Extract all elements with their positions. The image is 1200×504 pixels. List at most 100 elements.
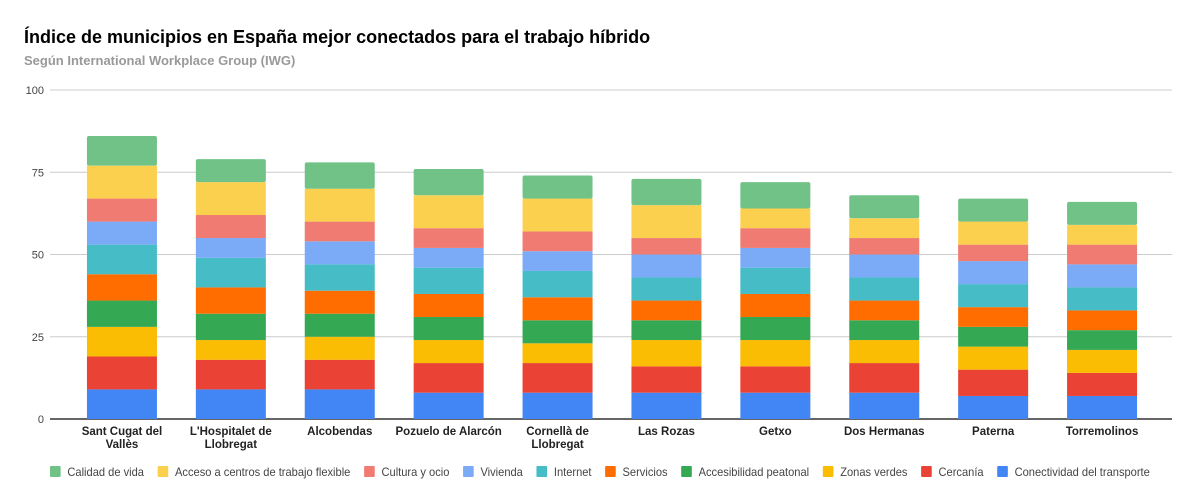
bar-segment [958, 369, 1029, 396]
chart-title: Índice de municipios en España mejor con… [24, 26, 650, 47]
bar-segment [740, 267, 811, 294]
legend-item: Conectividad del transporte [997, 466, 1150, 479]
y-tick-label: 100 [26, 85, 44, 97]
bar-segment [631, 238, 702, 255]
bar-segment [1067, 330, 1138, 350]
bar-segment [958, 221, 1029, 245]
legend-swatch [536, 466, 548, 477]
bar-segment [195, 287, 266, 314]
x-tick-label: Pozuelo de Alarcón [396, 426, 502, 438]
bar-segment [522, 175, 593, 199]
x-tick-label: Cornellà de [526, 426, 589, 438]
bar-segment [86, 356, 157, 390]
legend-swatch [364, 466, 375, 477]
bar-segment [958, 326, 1029, 347]
bar-segment [849, 392, 920, 419]
x-tick-label: Paterna [972, 426, 1015, 438]
bar-segment [522, 392, 593, 419]
bar-segment [195, 359, 266, 390]
x-tick-label: Alcobendas [307, 426, 372, 438]
y-tick-label: 25 [32, 332, 44, 344]
bar-segment [86, 389, 157, 419]
bar-segment [1067, 395, 1138, 419]
bar-segment [522, 231, 593, 252]
bar-segment [740, 366, 811, 393]
bar-segment [86, 136, 157, 166]
x-tick-label: Getxo [759, 426, 792, 438]
x-tick-label: Llobregat [205, 439, 258, 451]
bar-segment [195, 215, 266, 239]
bar-segment [1067, 349, 1138, 373]
legend-swatch [605, 466, 616, 477]
legend-label: Cultura y ocio [382, 467, 450, 479]
chart-subtitle: Según International Workplace Group (IWG… [24, 53, 295, 68]
bar-segment [522, 270, 593, 298]
bar-segment [740, 182, 811, 209]
bar-segment [522, 363, 593, 393]
legend-label: Acceso a centros de trabajo flexible [175, 467, 350, 479]
bar-stack [522, 175, 593, 419]
bar-segment [522, 320, 593, 344]
legend-swatch [997, 466, 1008, 477]
y-tick-label: 75 [32, 167, 44, 179]
legend-swatch [157, 466, 169, 477]
bar-segment [413, 392, 484, 419]
bar-segment [631, 392, 702, 419]
bar-segment [1067, 287, 1138, 311]
legend-label: Zonas verdes [840, 467, 908, 479]
bar-segment [304, 389, 375, 419]
bar-segment [304, 290, 375, 314]
bar-segment [740, 208, 811, 229]
bar-segment [958, 284, 1029, 308]
x-tick-label: Vallès [106, 439, 139, 451]
legend-item: Servicios [605, 466, 668, 479]
legend-item: Cercanía [921, 466, 984, 479]
bar-segment [522, 198, 593, 232]
bar-segment [413, 228, 484, 248]
bar-segment [195, 389, 266, 419]
legend-label: Servicios [623, 467, 668, 479]
legend: Calidad de vida Acceso a centros de traba… [50, 466, 1150, 479]
bar-segment [413, 247, 484, 268]
bar-stack [958, 198, 1029, 419]
x-tick-label: L'Hospitalet de [190, 426, 272, 438]
x-tick-label: Torremolinos [1066, 426, 1139, 438]
bar-segment [86, 198, 157, 222]
bar-segment [86, 221, 157, 245]
bar-segment [958, 395, 1029, 419]
bar-segment [849, 254, 920, 278]
bar-segment [413, 168, 484, 196]
legend-item: Calidad de vida [50, 466, 145, 479]
bar-segment [849, 277, 920, 301]
legend-item: Zonas verdes [822, 466, 908, 479]
legend-swatch [50, 466, 61, 477]
bar-segment [1067, 264, 1138, 288]
legend-label: Calidad de vida [67, 467, 144, 479]
x-tick-label: Sant Cugat del [82, 426, 163, 438]
bar-segment [413, 267, 484, 294]
bar-segment [413, 340, 484, 364]
legend-swatch [921, 466, 932, 477]
bar-segment [304, 313, 375, 337]
bar-stack [304, 162, 375, 419]
bar-segment [849, 300, 920, 321]
bar-segment [413, 317, 484, 341]
bar-segment [304, 188, 375, 222]
legend-item: Internet [536, 466, 592, 479]
bar-segment [631, 254, 702, 278]
bar-segment [86, 274, 157, 301]
bar-segment [413, 195, 484, 229]
bar-segment [631, 205, 702, 239]
bar-segment [631, 300, 702, 321]
bar-segment [522, 343, 593, 364]
bar-segment [195, 238, 266, 258]
legend-label: Conectividad del transporte [1015, 467, 1150, 479]
bar-segment [304, 359, 375, 390]
bar-segment [958, 261, 1029, 285]
bar-segment [195, 257, 266, 288]
bar-segment [631, 320, 702, 341]
bar-segment [1067, 244, 1138, 265]
bar-segment [849, 218, 920, 239]
bars [86, 136, 1138, 419]
